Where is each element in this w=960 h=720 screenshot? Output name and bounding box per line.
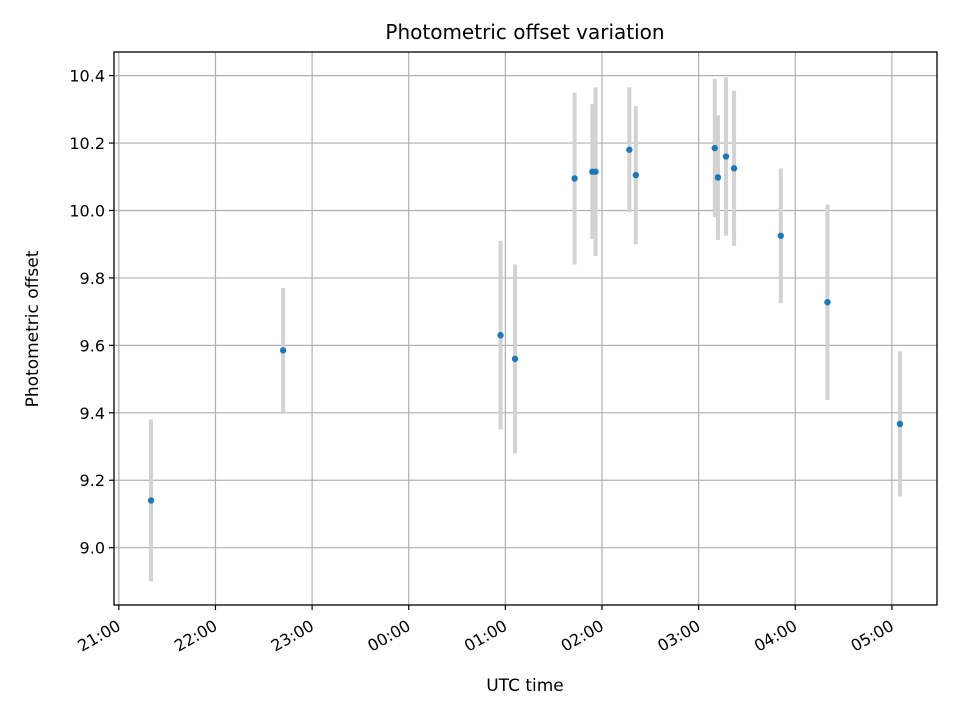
data-point bbox=[711, 144, 718, 152]
data-point bbox=[592, 168, 599, 175]
grid bbox=[114, 52, 937, 605]
x-tick-label: 21:00 bbox=[74, 616, 123, 656]
x-tick-label: 23:00 bbox=[268, 616, 317, 656]
data-points bbox=[147, 144, 904, 504]
data-point bbox=[571, 175, 578, 182]
x-tick-label: 22:00 bbox=[171, 616, 220, 656]
x-tick-label: 03:00 bbox=[654, 616, 703, 656]
x-tick-label: 05:00 bbox=[847, 616, 896, 656]
data-point bbox=[279, 347, 287, 354]
x-axis-label: UTC time bbox=[486, 676, 564, 696]
x-axis-ticks: 21:00 22:00 23:00 00:00 01:00 02:00 03:00 04:00… bbox=[74, 605, 897, 656]
y-tick-label: 10.2 bbox=[69, 134, 105, 153]
data-point bbox=[730, 165, 738, 172]
data-point bbox=[626, 146, 633, 153]
data-point bbox=[824, 298, 831, 306]
x-tick-label: 04:00 bbox=[751, 616, 800, 656]
x-tick-label: 02:00 bbox=[558, 616, 607, 656]
x-tick-label: 01:00 bbox=[461, 616, 510, 656]
data-point bbox=[896, 420, 904, 428]
data-point bbox=[722, 153, 730, 160]
y-tick-label: 9.0 bbox=[80, 539, 105, 558]
data-point bbox=[497, 332, 504, 339]
y-tick-label: 9.2 bbox=[80, 471, 105, 490]
data-point bbox=[714, 174, 722, 181]
y-axis-label: Photometric offset bbox=[23, 250, 43, 407]
error-bars bbox=[149, 77, 902, 582]
y-tick-label: 9.8 bbox=[80, 269, 105, 288]
data-point bbox=[511, 355, 519, 363]
y-tick-label: 9.4 bbox=[80, 404, 105, 423]
data-point bbox=[147, 497, 155, 504]
data-point bbox=[777, 232, 784, 239]
y-tick-label: 10.4 bbox=[69, 67, 105, 86]
chart-title: Photometric offset variation bbox=[385, 20, 664, 44]
data-point bbox=[632, 171, 640, 179]
x-tick-label: 00:00 bbox=[364, 616, 413, 656]
y-axis-ticks: 9.0 9.2 9.4 9.6 9.8 10.0 10.2 10.4 bbox=[69, 67, 114, 558]
plot-frame bbox=[113, 51, 938, 606]
y-tick-label: 9.6 bbox=[80, 336, 105, 355]
y-tick-label: 10.0 bbox=[69, 201, 105, 220]
